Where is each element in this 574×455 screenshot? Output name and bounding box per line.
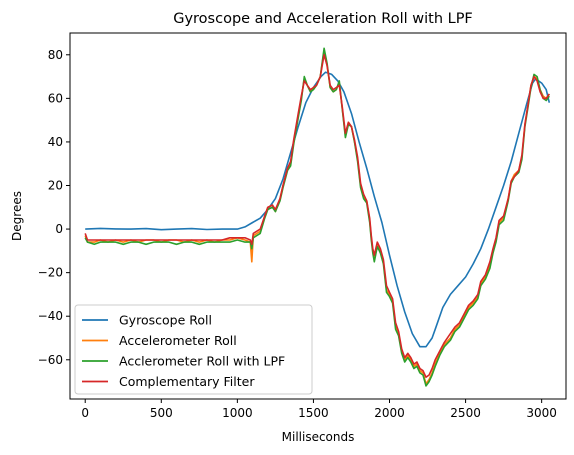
x-tick-label: 1000 <box>222 406 253 420</box>
series-line-0 <box>85 71 551 348</box>
y-axis: −60 −40 −20 0 20 40 60 80 <box>38 48 70 367</box>
x-tick-label: 2500 <box>450 406 481 420</box>
x-tick-label: 1500 <box>298 406 329 420</box>
x-tick-label: 3000 <box>526 406 557 420</box>
y-tick-label: 20 <box>48 179 63 193</box>
x-tick-label: 500 <box>150 406 173 420</box>
y-tick-label: 60 <box>48 91 63 105</box>
legend-label-3: Complementary Filter <box>119 374 255 389</box>
plot-area <box>69 32 567 400</box>
chart-title: Gyroscope and Acceleration Roll with LPF <box>173 11 473 27</box>
y-axis-title: Degrees <box>10 191 24 241</box>
legend-box <box>74 304 313 395</box>
y-tick-label: 80 <box>48 48 63 62</box>
x-axis: 0 500 1000 1500 2000 2500 3000 <box>81 399 557 420</box>
x-tick-label: 2000 <box>374 406 405 420</box>
legend-label-2: Acclerometer Roll with LPF <box>119 354 285 369</box>
plot-frame <box>69 32 567 400</box>
legend-label-1: Accelerometer Roll <box>119 333 237 348</box>
y-tick-label: 40 <box>48 135 63 149</box>
legend-items: Gyroscope Roll Accelerometer Roll Acclerom… <box>82 313 285 389</box>
series-layer <box>84 47 551 387</box>
x-tick-label: 0 <box>81 406 89 420</box>
legend-label-0: Gyroscope Roll <box>119 313 212 328</box>
y-tick-label: 0 <box>55 222 63 236</box>
y-tick-label: −60 <box>38 353 63 367</box>
x-axis-title: Milliseconds <box>282 430 355 444</box>
legend: Gyroscope Roll Accelerometer Roll Acclerom… <box>74 304 313 395</box>
series-line-3 <box>84 54 550 378</box>
series-line-2 <box>84 47 550 387</box>
y-tick-label: −40 <box>38 309 63 323</box>
y-tick-label: −20 <box>38 266 63 280</box>
